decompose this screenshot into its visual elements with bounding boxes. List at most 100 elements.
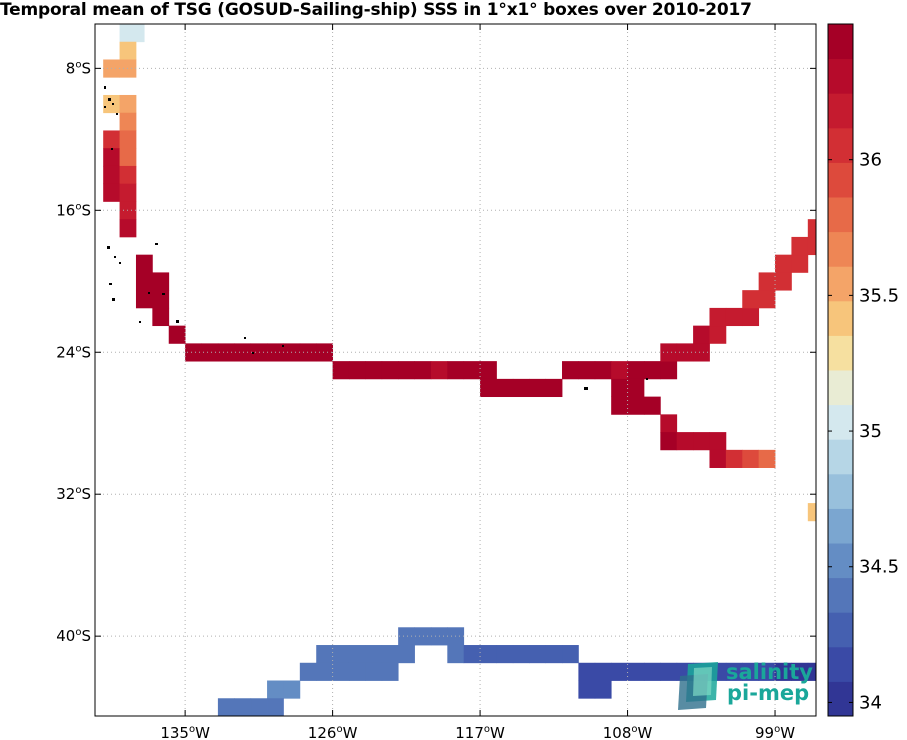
sss-cell — [316, 662, 334, 681]
sss-cell — [725, 662, 743, 681]
island — [112, 103, 114, 105]
lon-tick-label: 135oW — [160, 724, 210, 740]
sss-cell — [725, 307, 743, 327]
sss-cell — [529, 378, 547, 398]
colorbar-segment — [828, 646, 853, 682]
sss-cell — [332, 662, 350, 681]
colorbar-tick-label: 35.5 — [859, 285, 899, 306]
island — [155, 243, 158, 245]
sss-cell — [594, 680, 612, 699]
sss-cell — [267, 680, 284, 699]
sss-cell — [496, 378, 514, 398]
sss-cell — [807, 219, 816, 238]
lon-tick-label: 99oW — [755, 724, 795, 740]
sss-cell — [217, 343, 235, 362]
sss-cell — [119, 219, 137, 238]
colorbar-frame — [827, 23, 854, 717]
colorbar-segment — [828, 577, 853, 613]
sss-cell — [299, 662, 317, 681]
sss-cell — [857, 184, 874, 202]
lat-tick-label: 16oS — [56, 201, 91, 219]
sss-cell — [299, 343, 317, 362]
sss-cell — [348, 361, 366, 380]
sss-cell — [119, 41, 137, 60]
sss-cell — [447, 361, 465, 380]
sss-cell — [480, 378, 497, 398]
sss-cell — [627, 662, 645, 681]
island — [244, 337, 246, 339]
sss-cell — [791, 662, 809, 681]
colorbar-segment — [828, 58, 853, 94]
lat-tick-label: 24oS — [56, 343, 91, 361]
sss-cell — [873, 130, 890, 148]
island — [116, 113, 118, 115]
sss-cell — [873, 113, 890, 131]
sss-cell — [381, 662, 399, 681]
sss-cell — [709, 307, 727, 327]
sss-cell — [758, 662, 776, 681]
sss-cell — [676, 432, 694, 451]
island — [107, 246, 110, 249]
island — [176, 320, 179, 323]
sss-cell — [611, 662, 628, 681]
sss-cell — [512, 378, 530, 398]
sss-cell — [890, 698, 907, 716]
sss-cell — [545, 645, 563, 664]
sss-cell — [611, 361, 628, 380]
sss-cell — [119, 165, 137, 185]
sss-cell — [332, 361, 350, 380]
sss-cell — [103, 130, 120, 149]
sss-cells — [103, 24, 907, 716]
sss-cell — [775, 272, 792, 291]
island — [112, 298, 115, 301]
sss-cell — [578, 662, 596, 681]
sss-cell — [119, 94, 137, 114]
lon-tick-label: 126oW — [308, 724, 358, 740]
colorbar-tick-label: 34 — [859, 692, 882, 713]
sss-cell — [725, 449, 743, 468]
sss-cell — [693, 432, 710, 451]
sss-cell — [660, 414, 678, 433]
lat-tick-label: 40oS — [56, 627, 91, 645]
sss-cell — [103, 94, 120, 114]
sss-cell — [660, 343, 678, 362]
sss-cell — [283, 680, 301, 699]
colorbar-tick-label: 34.5 — [859, 557, 899, 578]
sss-cell — [807, 503, 816, 522]
sss-cell — [135, 254, 153, 273]
sss-cell — [381, 361, 399, 380]
colorbar-segment — [828, 231, 853, 267]
sss-cell — [447, 645, 465, 664]
sss-cell — [660, 432, 678, 451]
island — [646, 378, 648, 380]
sss-cell — [152, 307, 170, 327]
sss-cell — [348, 662, 366, 681]
sss-cell — [201, 343, 219, 362]
sss-cell — [119, 148, 137, 167]
sss-cell — [791, 254, 809, 273]
sss-cell — [643, 396, 661, 415]
island — [111, 148, 113, 150]
sss-cell — [758, 272, 776, 291]
sss-cell — [316, 645, 334, 664]
logo-icon — [678, 662, 718, 710]
colorbar-segment — [828, 681, 853, 717]
island — [119, 262, 121, 264]
sss-cell — [103, 183, 120, 202]
sss-cell — [381, 645, 399, 664]
sss-cell — [562, 645, 579, 664]
map-title: Temporal mean of TSG (GOSUD-Sailing-ship… — [0, 0, 752, 20]
sss-cell — [627, 378, 645, 398]
sss-cell — [775, 254, 792, 273]
graticule — [95, 24, 816, 716]
sss-cell — [365, 662, 383, 681]
colorbar-tick-label: 36 — [859, 150, 882, 171]
sss-cell — [594, 662, 612, 681]
sss-cell — [578, 361, 596, 380]
sss-cell — [398, 361, 415, 380]
axis-ticks: 8oS 16oS 24oS 32oS 40oS 135oW 126oW 117oW 108oW 9… — [56, 24, 816, 740]
sss-cell — [332, 645, 350, 664]
sss-cell — [693, 343, 710, 362]
sss-cell — [545, 378, 563, 398]
sss-cell — [594, 361, 612, 380]
